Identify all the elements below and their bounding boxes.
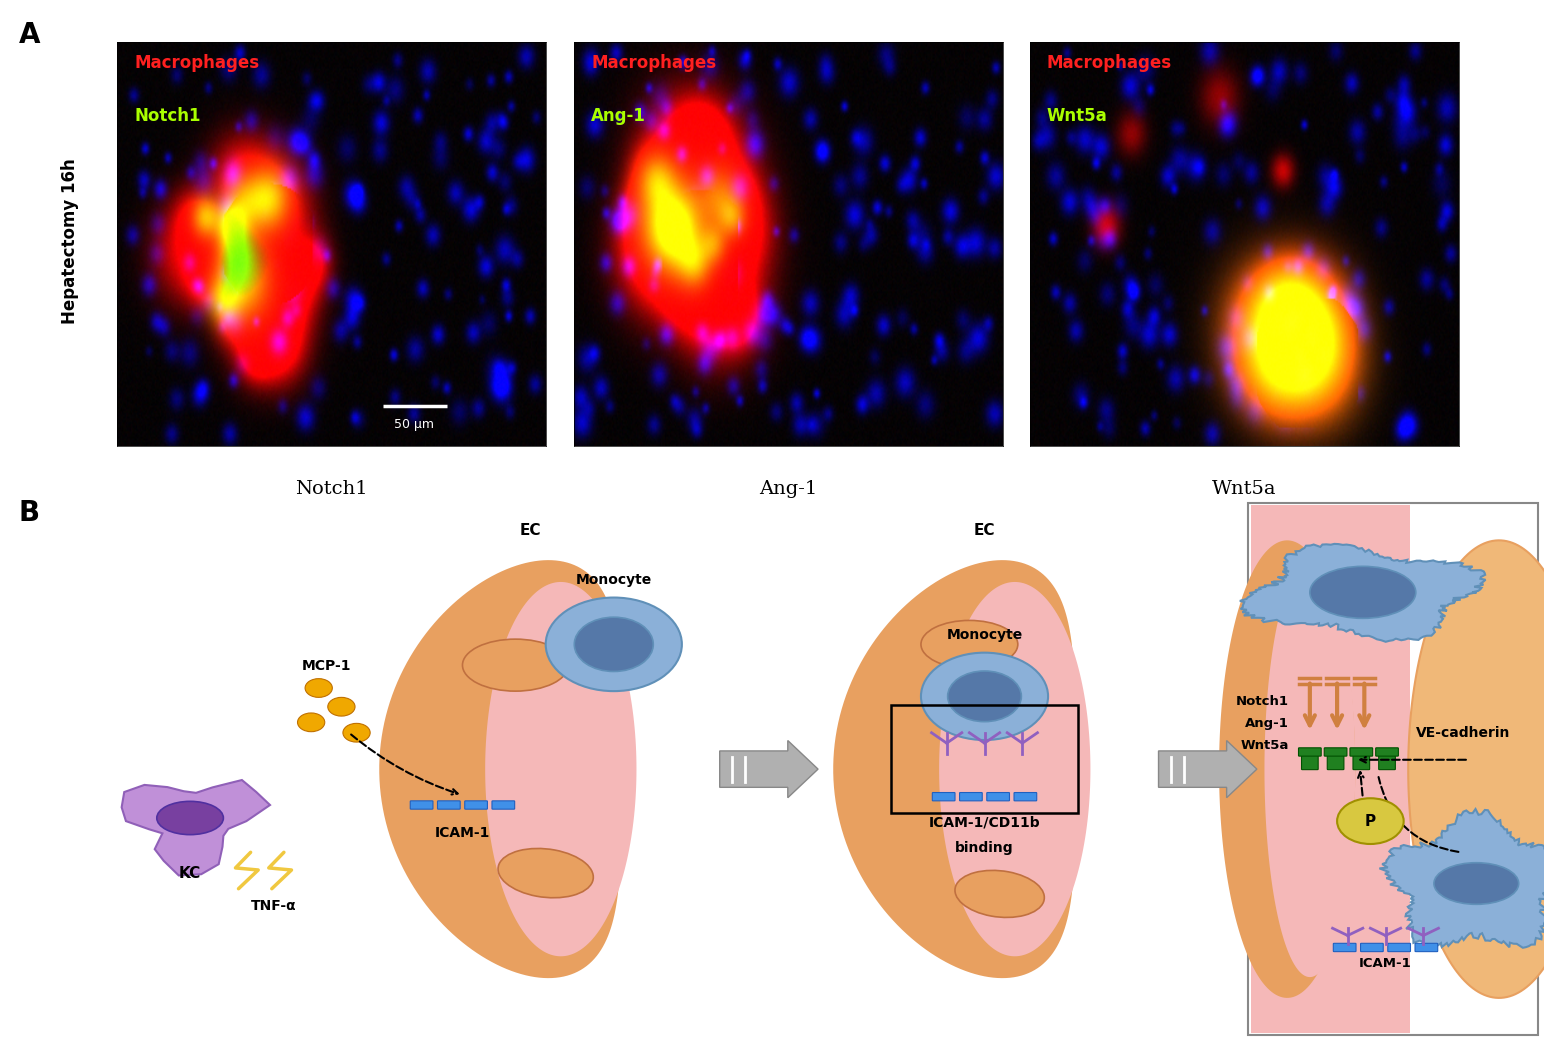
Polygon shape [1240,544,1485,642]
Polygon shape [122,780,270,876]
Text: Wnt5a: Wnt5a [1240,739,1289,752]
Text: KC: KC [179,866,201,881]
FancyBboxPatch shape [1334,943,1356,951]
Ellipse shape [947,671,1022,721]
Polygon shape [1218,541,1356,998]
FancyBboxPatch shape [959,793,983,801]
Ellipse shape [158,801,223,835]
FancyBboxPatch shape [1248,503,1538,1035]
FancyBboxPatch shape [1328,750,1343,770]
Polygon shape [1409,541,1560,998]
Text: Macrophages: Macrophages [1047,55,1172,72]
Ellipse shape [920,653,1048,740]
FancyBboxPatch shape [437,801,460,810]
Text: Notch1: Notch1 [295,480,368,498]
Polygon shape [1379,808,1560,948]
Text: Notch1: Notch1 [134,107,201,125]
FancyBboxPatch shape [1298,748,1321,756]
FancyBboxPatch shape [1388,943,1410,951]
Text: ICAM-1: ICAM-1 [435,825,490,840]
FancyBboxPatch shape [1014,793,1037,801]
Polygon shape [939,582,1090,957]
Polygon shape [379,560,621,979]
Circle shape [328,697,356,716]
Text: Wnt5a: Wnt5a [1212,480,1276,498]
FancyBboxPatch shape [1360,943,1384,951]
Text: Macrophages: Macrophages [591,55,716,72]
Circle shape [1337,798,1404,844]
Circle shape [343,723,370,742]
Text: binding: binding [955,841,1014,856]
Text: Ang-1: Ang-1 [1245,717,1289,730]
Circle shape [298,713,324,732]
FancyBboxPatch shape [987,793,1009,801]
Polygon shape [833,560,1075,979]
Text: VE-cadherin: VE-cadherin [1416,726,1510,740]
FancyBboxPatch shape [933,793,955,801]
Ellipse shape [920,621,1017,668]
Text: MCP-1: MCP-1 [301,659,351,673]
FancyBboxPatch shape [1301,750,1318,770]
FancyBboxPatch shape [1376,748,1398,756]
Circle shape [306,678,332,697]
FancyBboxPatch shape [1251,505,1410,1033]
FancyBboxPatch shape [410,801,434,810]
Ellipse shape [1434,863,1519,904]
Text: Monocyte: Monocyte [947,628,1023,643]
FancyArrow shape [719,740,817,798]
Text: Hepatectomy 16h: Hepatectomy 16h [61,159,80,324]
Text: P: P [1365,814,1376,828]
Text: TNF-α: TNF-α [251,899,296,912]
FancyBboxPatch shape [1324,748,1346,756]
Text: EC: EC [973,523,995,539]
Text: Ang-1: Ang-1 [591,107,646,125]
FancyBboxPatch shape [1415,943,1438,951]
Text: ICAM-1/CD11b: ICAM-1/CD11b [928,815,1041,830]
Text: Ang-1: Ang-1 [760,480,817,498]
Text: ICAM-1: ICAM-1 [1359,957,1412,970]
Ellipse shape [546,597,682,691]
Ellipse shape [462,639,568,691]
FancyBboxPatch shape [465,801,487,810]
Text: Notch1: Notch1 [1236,695,1289,708]
FancyBboxPatch shape [491,801,515,810]
FancyBboxPatch shape [1379,750,1395,770]
Text: Wnt5a: Wnt5a [1047,107,1108,125]
Ellipse shape [1310,566,1416,618]
FancyArrow shape [1159,740,1257,798]
Ellipse shape [498,848,593,898]
Text: 50 μm: 50 μm [393,418,434,430]
Text: B: B [19,499,41,527]
Text: Monocyte: Monocyte [576,573,652,587]
Text: EC: EC [519,523,541,539]
Text: Macrophages: Macrophages [134,55,259,72]
FancyBboxPatch shape [1349,748,1373,756]
Text: A: A [19,21,41,49]
FancyBboxPatch shape [1353,750,1370,770]
Polygon shape [1265,561,1356,978]
Ellipse shape [955,870,1044,918]
Ellipse shape [574,617,654,672]
Polygon shape [485,582,636,957]
